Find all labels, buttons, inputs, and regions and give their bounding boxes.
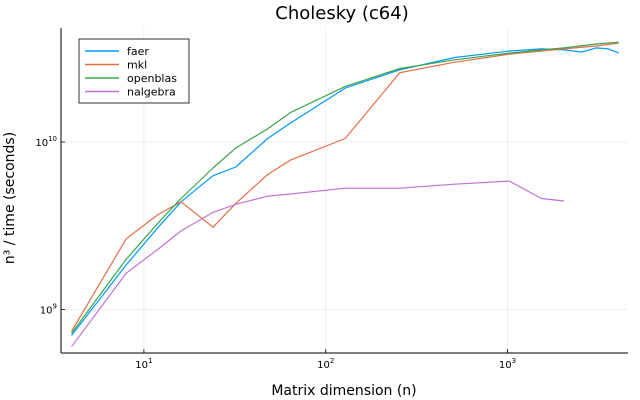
tick-labels: 101 102 103 109 1010	[35, 135, 516, 371]
chart-title: Cholesky (c64)	[275, 3, 408, 24]
x-axis-label: Matrix dimension (n)	[271, 383, 416, 399]
legend-label-nalgebra: nalgebra	[127, 86, 176, 99]
series-lines	[70, 41, 620, 348]
y-tick-label: 1010	[35, 135, 57, 149]
series-line-nalgebra	[71, 180, 565, 348]
y-tick-label: 109	[40, 303, 57, 317]
series-line-mkl	[70, 42, 619, 332]
legend-label-mkl: mkl	[127, 59, 147, 72]
y-axis-label: n³ / time (seconds)	[2, 132, 18, 264]
legend-box	[78, 38, 190, 104]
axes	[60, 28, 628, 354]
series-line-faer	[71, 47, 620, 336]
x-tick-label: 103	[499, 357, 516, 371]
legend-label-openblas: openblas	[127, 72, 177, 85]
x-tick-label: 101	[135, 357, 152, 371]
x-tick-label: 102	[317, 357, 334, 371]
legend-label-faer: faer	[127, 45, 149, 58]
series-line-openblas	[71, 41, 619, 334]
